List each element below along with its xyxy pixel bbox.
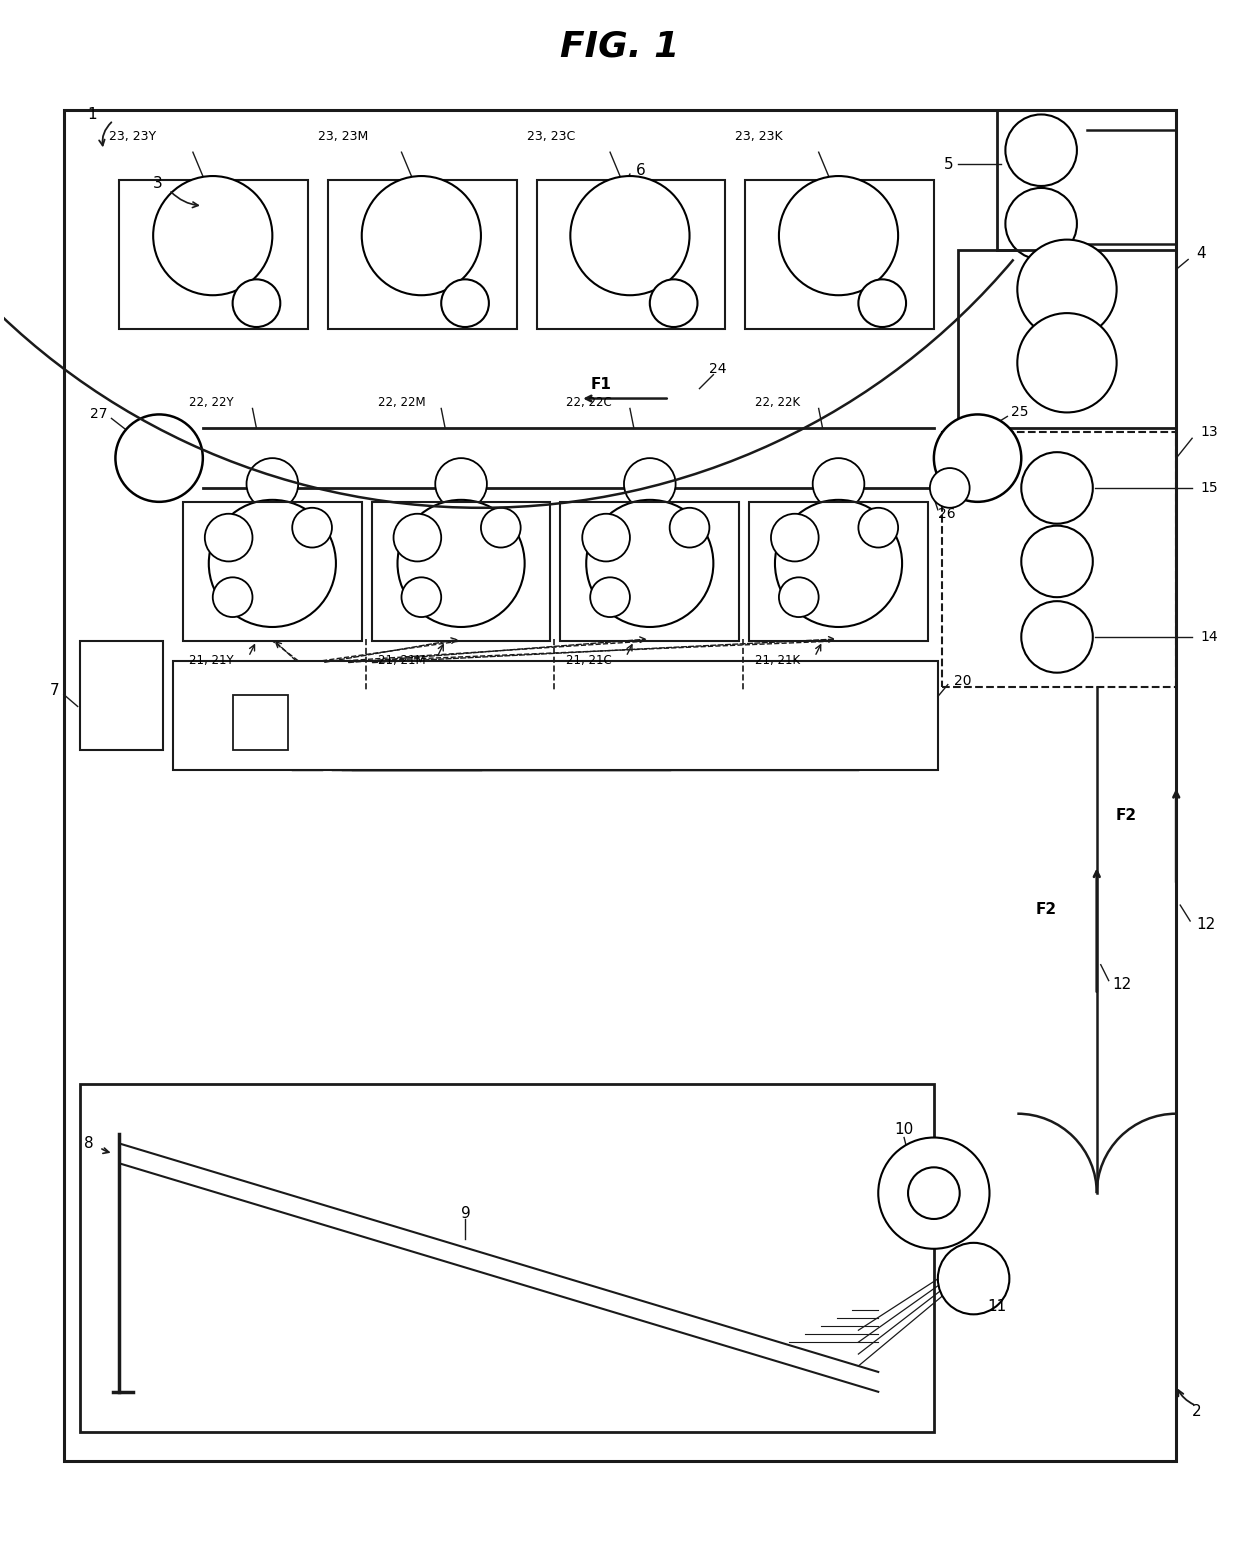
Text: FIG. 1: FIG. 1	[560, 29, 680, 63]
Circle shape	[779, 176, 898, 295]
Text: 23, 23C: 23, 23C	[527, 130, 575, 142]
Circle shape	[362, 176, 481, 295]
Text: 13: 13	[1200, 425, 1218, 439]
Bar	[184, 502, 362, 642]
Circle shape	[1022, 601, 1092, 673]
Bar	[79, 642, 164, 750]
Circle shape	[878, 1138, 990, 1249]
Text: 9: 9	[461, 1206, 471, 1220]
Bar	[957, 249, 1177, 428]
Text: 27: 27	[91, 408, 108, 422]
Text: 3: 3	[154, 176, 162, 192]
Text: 23, 23Y: 23, 23Y	[109, 130, 156, 142]
Circle shape	[570, 176, 689, 295]
Circle shape	[587, 499, 713, 628]
Circle shape	[293, 507, 332, 547]
Circle shape	[1017, 314, 1117, 413]
Circle shape	[771, 513, 818, 561]
Circle shape	[233, 280, 280, 328]
Text: F1: F1	[590, 377, 611, 393]
Circle shape	[934, 414, 1022, 502]
Text: 21, 21M: 21, 21M	[378, 654, 425, 668]
Text: 10: 10	[894, 1122, 914, 1138]
Bar	[119, 179, 308, 329]
Bar	[233, 694, 288, 750]
Text: F2: F2	[1035, 901, 1056, 917]
Circle shape	[670, 507, 709, 547]
Text: 6: 6	[636, 162, 646, 178]
Bar	[749, 502, 928, 642]
Text: 25: 25	[1012, 405, 1029, 419]
Circle shape	[650, 280, 697, 328]
Circle shape	[624, 458, 676, 510]
Text: 26: 26	[937, 507, 956, 521]
Text: 22, 22M: 22, 22M	[378, 396, 425, 410]
Circle shape	[398, 499, 525, 628]
Text: 15: 15	[1200, 481, 1218, 495]
Circle shape	[441, 280, 489, 328]
Text: 5: 5	[944, 156, 954, 172]
Circle shape	[858, 280, 906, 328]
Circle shape	[583, 513, 630, 561]
Text: 12: 12	[1112, 977, 1132, 993]
Circle shape	[481, 507, 521, 547]
Text: 21, 21K: 21, 21K	[755, 654, 800, 668]
Circle shape	[213, 577, 253, 617]
Circle shape	[208, 499, 336, 628]
Text: 24: 24	[709, 362, 727, 376]
Text: 21, 21C: 21, 21C	[567, 654, 613, 668]
Text: 22, 22C: 22, 22C	[567, 396, 613, 410]
Circle shape	[937, 1243, 1009, 1314]
Circle shape	[908, 1167, 960, 1218]
Circle shape	[812, 458, 864, 510]
Circle shape	[779, 577, 818, 617]
Circle shape	[1017, 240, 1117, 339]
Bar	[372, 502, 551, 642]
Text: F2: F2	[1116, 809, 1137, 822]
Circle shape	[775, 499, 901, 628]
Circle shape	[1022, 526, 1092, 597]
Bar	[560, 502, 739, 642]
Text: 21, 21Y: 21, 21Y	[188, 654, 233, 668]
Text: 11: 11	[987, 1299, 1007, 1314]
Bar	[63, 110, 1177, 1461]
Circle shape	[1022, 451, 1092, 524]
Text: 4: 4	[1197, 246, 1205, 261]
Circle shape	[590, 577, 630, 617]
Text: 14: 14	[1200, 629, 1218, 645]
Circle shape	[858, 507, 898, 547]
Text: 23, 23K: 23, 23K	[735, 130, 782, 142]
Circle shape	[435, 458, 487, 510]
Text: 23, 23M: 23, 23M	[317, 130, 368, 142]
Text: 22, 22K: 22, 22K	[755, 396, 800, 410]
Circle shape	[247, 458, 298, 510]
Text: 22, 22Y: 22, 22Y	[188, 396, 233, 410]
Text: 1: 1	[88, 107, 97, 122]
Circle shape	[402, 577, 441, 617]
Text: 8: 8	[83, 1136, 93, 1150]
Bar	[327, 179, 517, 329]
Circle shape	[393, 513, 441, 561]
Circle shape	[930, 468, 970, 507]
Bar	[537, 179, 725, 329]
Text: 20: 20	[954, 674, 971, 688]
Text: 2: 2	[1192, 1404, 1202, 1419]
Bar	[942, 433, 1177, 686]
Text: 12: 12	[1197, 917, 1215, 932]
Circle shape	[154, 176, 273, 295]
Bar	[79, 1084, 934, 1432]
Circle shape	[1006, 114, 1076, 186]
Text: 7: 7	[50, 683, 60, 699]
Circle shape	[115, 414, 203, 502]
Circle shape	[1006, 189, 1076, 260]
Bar	[745, 179, 934, 329]
Bar	[174, 660, 937, 770]
Circle shape	[205, 513, 253, 561]
